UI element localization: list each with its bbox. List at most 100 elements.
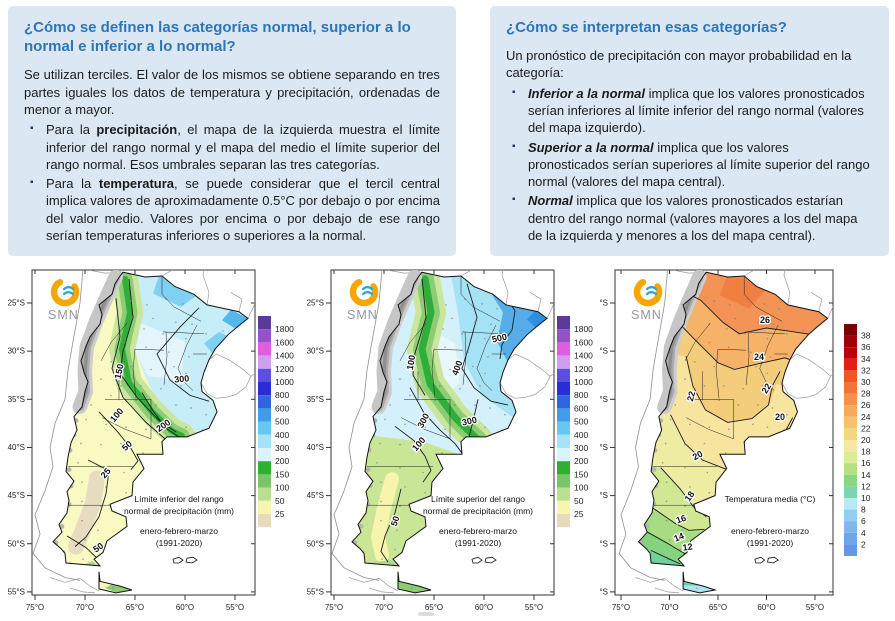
map-period: (1991-2020): [747, 538, 793, 548]
neighbor-border: [230, 292, 243, 313]
legend-cell: [844, 335, 857, 348]
x-tick-label: 55°O: [525, 603, 543, 612]
chile-coastline: [331, 270, 383, 581]
station-dot: [100, 444, 102, 446]
legend-cell: [258, 421, 271, 436]
station-dot: [742, 388, 745, 390]
legend-cell: [844, 405, 857, 418]
legend-cell: [258, 355, 271, 370]
legend-label: 500: [275, 417, 289, 427]
station-dot: [100, 505, 102, 508]
legend-cell: [258, 501, 271, 515]
legend-label: 1400: [574, 351, 593, 361]
province-border: [163, 332, 168, 386]
station-dot: [399, 467, 401, 469]
argentina-outline: [351, 271, 548, 567]
station-dot: [703, 443, 706, 445]
bullet-text: Para la: [46, 176, 99, 192]
legend-label: 22: [861, 424, 871, 434]
legend-label: 50: [574, 496, 584, 506]
legend-cell: [557, 395, 570, 409]
contour-line: [98, 411, 139, 471]
smn-waves-icon: [62, 286, 75, 296]
station-dot: [160, 388, 162, 390]
legend-cell: [557, 316, 570, 330]
station-dot: [135, 399, 137, 402]
station-dot: [125, 341, 127, 344]
bullet-precipitacion: Para la precipitación, el mapa de la izq…: [30, 121, 440, 173]
station-dot: [173, 366, 175, 368]
province-border: [461, 331, 504, 335]
legend-label: 2: [861, 540, 866, 550]
station-dot: [81, 520, 83, 522]
station-dot: [424, 492, 426, 494]
legend-label: 28: [861, 389, 871, 399]
fill-band: [68, 470, 105, 555]
province-border: [101, 417, 152, 440]
station-dot: [389, 404, 391, 407]
legend-label: 150: [574, 470, 588, 480]
station-dot: [143, 328, 145, 331]
station-dot: [85, 419, 87, 421]
legend-label: 200: [275, 456, 289, 466]
legend: 1800 1600 1400 1200 1000 800 600 500 400 300 200 15…: [557, 316, 593, 528]
station-dot: [404, 423, 406, 426]
neighbor-border: [501, 270, 509, 306]
legend-cell: [844, 428, 857, 441]
y-tick-label: 25°S: [600, 299, 608, 308]
bullet-bold-italic: Inferior a la normal: [527, 85, 645, 101]
argentina-outline: [52, 271, 249, 567]
x-tick-label: 70°O: [375, 603, 393, 612]
legend-label: 6: [861, 516, 866, 526]
station-dot: [449, 368, 451, 371]
legend-cell: [557, 329, 570, 343]
contour-label: 100: [405, 354, 417, 371]
station-dot: [684, 505, 686, 508]
bullet-normal: Normal implica que los valores pronostic…: [512, 192, 873, 244]
province-border: [743, 277, 783, 322]
station-dot: [205, 414, 207, 416]
interpretation-bullet-list: Inferior a la normal implica que los val…: [506, 85, 873, 245]
y-tick-label: 45°S: [307, 491, 324, 500]
contour-line: [652, 508, 705, 532]
province-border: [460, 277, 501, 322]
station-dot: [684, 444, 686, 446]
x-tick-label: 75°O: [325, 603, 343, 612]
legend-label: 12: [861, 482, 871, 492]
andes-patch: [365, 467, 371, 473]
legend-label: 150: [275, 470, 289, 480]
station-dot: [191, 323, 193, 326]
station-dot: [175, 404, 177, 407]
map-figure-precip-lower: 300 150 100 200 50 25 50 25°S 30°S 35°S 40°S 45°S 50…: [2, 262, 297, 614]
bullet-bold-italic: Normal: [527, 193, 573, 209]
neighbor-border: [348, 577, 399, 592]
definitions-bullet-list: Para la precipitación, el mapa de la izq…: [24, 121, 440, 244]
station-dot: [723, 385, 725, 387]
station-dot: [472, 366, 474, 368]
bullet-text: implica que los valores pronosticados es…: [527, 193, 858, 243]
axes: 25°S 30°S 35°S 40°S 45°S 50°S 55°S 75°O 70°O 65°O…: [600, 270, 833, 612]
x-tick-label: 65°O: [709, 603, 727, 612]
station-dot: [81, 481, 83, 484]
station-dot: [490, 323, 492, 326]
legend-cell: [844, 486, 857, 499]
station-dot: [80, 443, 82, 445]
legend-cell: [258, 461, 271, 475]
chile-coastline: [618, 270, 668, 581]
tierra-del-fuego-outline: [682, 571, 718, 594]
contour-label: 300: [174, 374, 190, 385]
legend-cell: [844, 498, 857, 510]
station-dot: [381, 558, 383, 561]
x-tick-label: 75°O: [612, 603, 630, 612]
map-caption: Límite inferior del rango: [134, 494, 224, 504]
contour-line: [461, 283, 509, 406]
station-dot: [441, 452, 443, 455]
station-dot: [409, 394, 411, 397]
bullet-bold: precipitación: [96, 122, 178, 138]
fill-band: [527, 310, 547, 329]
legend: 1800 1600 1400 1200 1000 800 600 500 400 300 200 15…: [258, 316, 294, 528]
contour-line: [394, 426, 432, 483]
station-dot: [459, 388, 461, 390]
province-border: [685, 417, 734, 440]
legend-label: 30: [861, 377, 871, 387]
